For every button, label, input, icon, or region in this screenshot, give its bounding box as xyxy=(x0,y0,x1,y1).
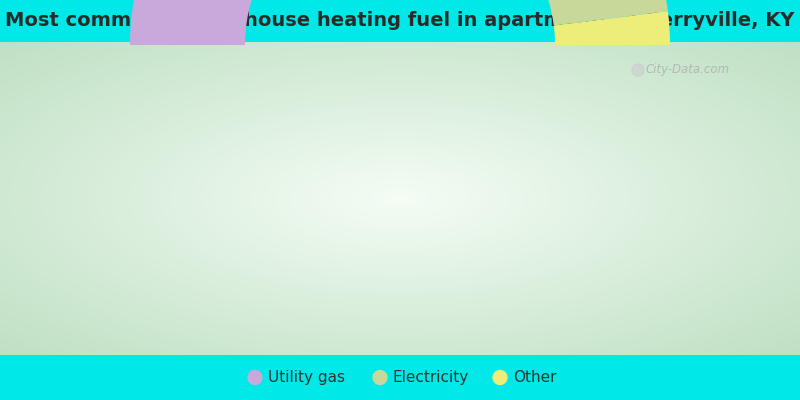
Wedge shape xyxy=(554,11,670,45)
Bar xyxy=(0,0,800,42)
Circle shape xyxy=(632,64,644,76)
Circle shape xyxy=(248,370,262,384)
Wedge shape xyxy=(130,0,591,45)
Bar xyxy=(0,355,800,400)
Text: Most commonly used house heating fuel in apartments in Perryville, KY: Most commonly used house heating fuel in… xyxy=(6,12,794,30)
Text: Utility gas: Utility gas xyxy=(268,370,345,385)
Text: City-Data.com: City-Data.com xyxy=(645,64,729,76)
Wedge shape xyxy=(510,0,668,26)
Circle shape xyxy=(493,370,507,384)
Text: Electricity: Electricity xyxy=(393,370,470,385)
Circle shape xyxy=(373,370,387,384)
Text: Other: Other xyxy=(513,370,557,385)
